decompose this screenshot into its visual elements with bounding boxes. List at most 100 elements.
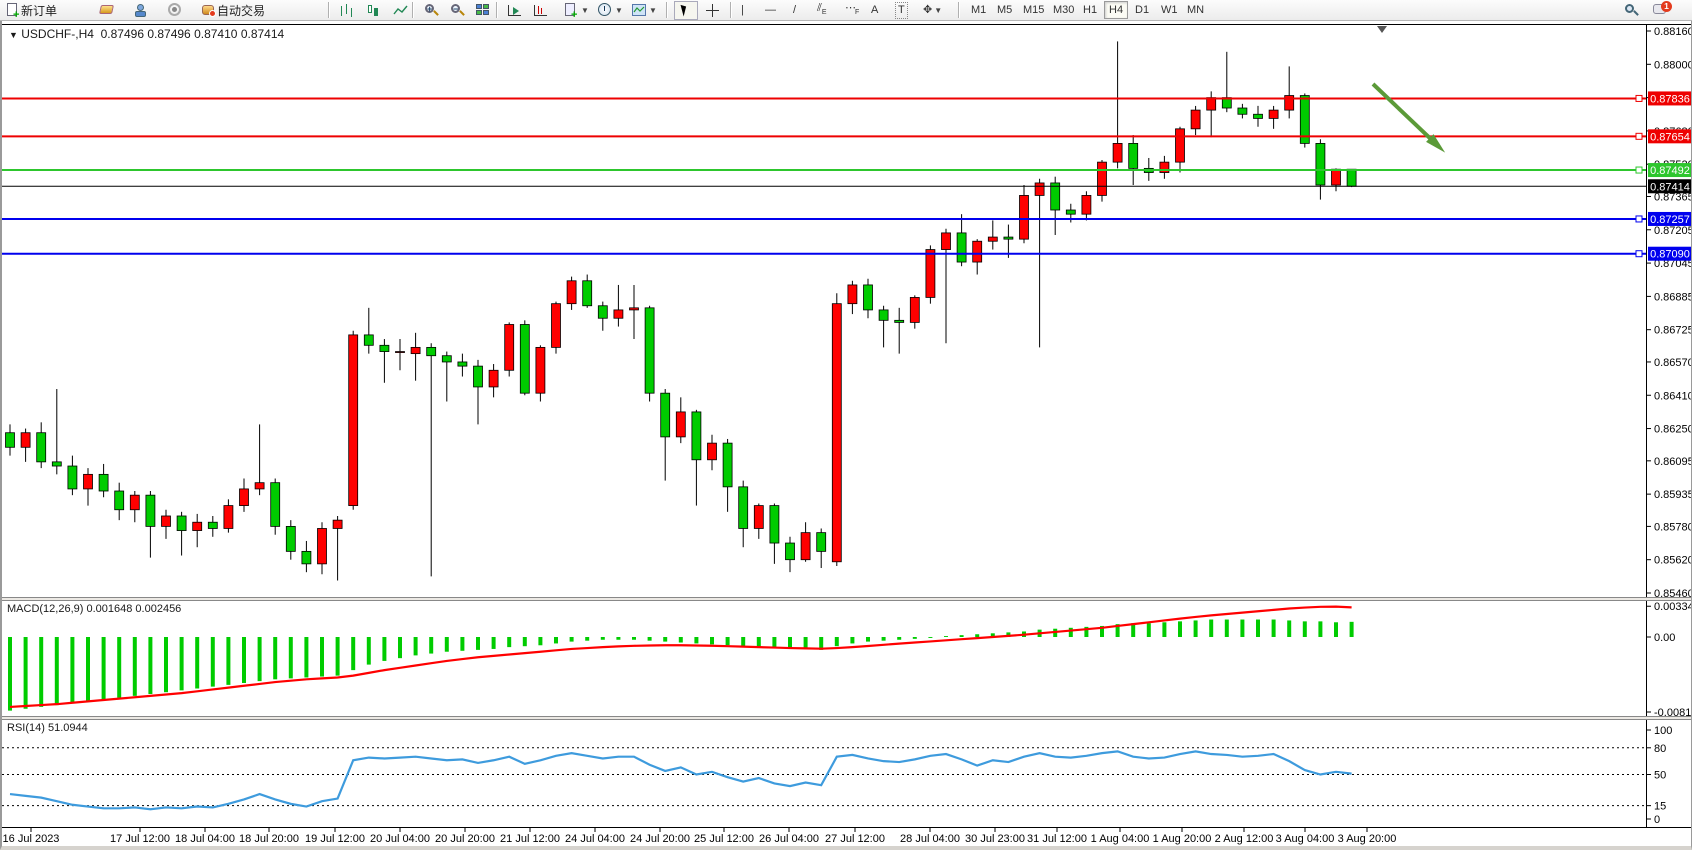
svg-text:0.87654: 0.87654 xyxy=(1650,131,1690,143)
price-badge xyxy=(1648,246,1691,261)
price-tick: 0.85780 xyxy=(1654,521,1691,533)
profile-button[interactable] xyxy=(130,1,152,20)
time-tick: 26 Jul 04:00 xyxy=(759,833,819,845)
time-tick: 3 Aug 20:00 xyxy=(1338,833,1397,845)
timeframe-h1[interactable]: H1 xyxy=(1083,4,1098,16)
timeframe-m1[interactable]: M1 xyxy=(971,4,987,16)
search-icon xyxy=(1623,3,1639,18)
cursor-icon xyxy=(678,3,694,18)
shapes-dropdown[interactable]: ✥ ▼ xyxy=(920,1,945,20)
price-badge xyxy=(1648,91,1691,106)
periods-dropdown[interactable]: ▼ xyxy=(594,1,626,20)
horizontal-line-tool[interactable]: — xyxy=(762,1,779,20)
time-tick: 24 Jul 04:00 xyxy=(565,833,625,845)
crosshair-icon xyxy=(705,3,721,18)
vertical-line-icon: | xyxy=(741,4,744,16)
arrow-annotation xyxy=(1371,82,1437,145)
tile-windows-button[interactable] xyxy=(472,1,494,20)
label-tool[interactable]: T xyxy=(892,1,911,20)
new-order-icon: + xyxy=(5,3,21,21)
svg-text:0.87257: 0.87257 xyxy=(1650,214,1690,226)
bar-chart-icon xyxy=(339,3,355,18)
signal-icon xyxy=(167,3,183,18)
vertical-line-tool[interactable]: | xyxy=(738,1,747,20)
horizontal-line-icon: — xyxy=(765,4,776,16)
trendline-tool[interactable]: / xyxy=(790,1,799,20)
zoom-in-button[interactable]: + xyxy=(420,1,442,20)
signal-button[interactable] xyxy=(164,1,186,20)
time-tick: 20 Jul 20:00 xyxy=(435,833,495,845)
chevron-down-icon: ▼ xyxy=(581,6,589,15)
chat-bubble-icon: 1 xyxy=(1653,1,1672,18)
price-tick: 0.85620 xyxy=(1654,555,1691,567)
bar-chart-button[interactable] xyxy=(336,1,358,20)
price-chart-canvas[interactable]: 0.881600.880000.878400.876800.875200.873… xyxy=(2,21,1691,846)
time-tick: 1 Aug 04:00 xyxy=(1091,833,1150,845)
auto-scroll-button[interactable] xyxy=(504,1,526,20)
text-icon: A xyxy=(871,4,879,16)
time-tick: 16 Jul 2023 xyxy=(3,833,60,845)
search-button[interactable] xyxy=(1620,1,1642,20)
label-icon: T xyxy=(895,2,908,19)
line-chart-button[interactable] xyxy=(390,1,412,20)
chart-shift-button[interactable] xyxy=(530,1,552,20)
rsi-tick: 80 xyxy=(1654,743,1666,755)
price-tick: 0.86885 xyxy=(1654,291,1691,303)
new-order-button[interactable]: + 新订单 xyxy=(2,1,60,21)
timeframe-m5[interactable]: M5 xyxy=(997,4,1013,16)
price-tick: 0.87365 xyxy=(1654,191,1691,203)
timeframe-h4[interactable]: H4 xyxy=(1104,1,1129,19)
time-tick: 27 Jul 12:00 xyxy=(825,833,885,845)
price-tick: 0.88160 xyxy=(1654,26,1691,38)
notification-badge: 1 xyxy=(1661,1,1672,12)
indicators-dropdown[interactable]: + ▼ xyxy=(560,1,592,21)
time-tick: 31 Jul 12:00 xyxy=(1027,833,1087,845)
auto-trading-button[interactable]: 自动交易 xyxy=(198,1,268,20)
channel-icon: ⫽E xyxy=(817,1,827,17)
crosshair-tool-button[interactable] xyxy=(702,1,724,20)
zoom-out-button[interactable]: − xyxy=(446,1,468,20)
zoom-out-icon: − xyxy=(449,3,465,18)
candlestick-chart-button[interactable] xyxy=(362,1,384,20)
svg-text:0.87090: 0.87090 xyxy=(1650,249,1690,261)
price-tick: 0.86250 xyxy=(1654,424,1691,436)
chart-window[interactable]: 0.881600.880000.878400.876800.875200.873… xyxy=(0,21,1692,850)
toolbar-separator xyxy=(496,2,498,18)
timeframe-d1[interactable]: D1 xyxy=(1135,4,1150,16)
timeframe-m15[interactable]: M15 xyxy=(1023,4,1045,16)
timeframe-m30[interactable]: M30 xyxy=(1053,4,1075,16)
price-tick: 0.86410 xyxy=(1654,390,1691,402)
time-tick: 28 Jul 04:00 xyxy=(900,833,960,845)
chart-gold-icon xyxy=(99,3,115,18)
rsi-tick: 15 xyxy=(1654,801,1666,813)
arrow-head xyxy=(1426,134,1446,153)
svg-text:0.87414: 0.87414 xyxy=(1650,181,1690,193)
trendline-icon: / xyxy=(793,4,797,16)
channel-tool[interactable]: ⫽E xyxy=(814,1,830,20)
fibonacci-tool[interactable]: ⋯F xyxy=(842,1,861,20)
rsi-line xyxy=(9,750,1352,811)
price-tick: 0.85460 xyxy=(1654,588,1691,600)
rsi-tick: 0 xyxy=(1654,814,1660,826)
templates-dropdown[interactable]: ▼ xyxy=(628,1,660,20)
time-tick: 30 Jul 23:00 xyxy=(965,833,1025,845)
time-tick: 18 Jul 20:00 xyxy=(239,833,299,845)
notifications-button[interactable]: 1 xyxy=(1650,1,1672,20)
rsi-tick: 100 xyxy=(1654,725,1672,737)
macd-signal-line xyxy=(9,605,1352,709)
timeframe-w1[interactable]: W1 xyxy=(1161,4,1178,16)
charts-button[interactable] xyxy=(96,1,118,20)
time-tick: 20 Jul 04:00 xyxy=(370,833,430,845)
price-tick: 0.86095 xyxy=(1654,456,1691,468)
cursor-tool-button[interactable] xyxy=(674,1,698,20)
profile-icon xyxy=(133,3,149,18)
clock-icon xyxy=(597,3,613,18)
arrows-icon: ✥ xyxy=(923,4,933,16)
time-tick: 18 Jul 04:00 xyxy=(175,833,235,845)
timeframe-mn[interactable]: MN xyxy=(1187,4,1205,16)
new-order-label: 新订单 xyxy=(21,4,58,18)
text-tool[interactable]: A xyxy=(868,1,881,20)
macd-tick: 0.00 xyxy=(1654,632,1675,644)
price-badge xyxy=(1648,179,1691,194)
chevron-down-icon: ▼ xyxy=(934,6,943,15)
